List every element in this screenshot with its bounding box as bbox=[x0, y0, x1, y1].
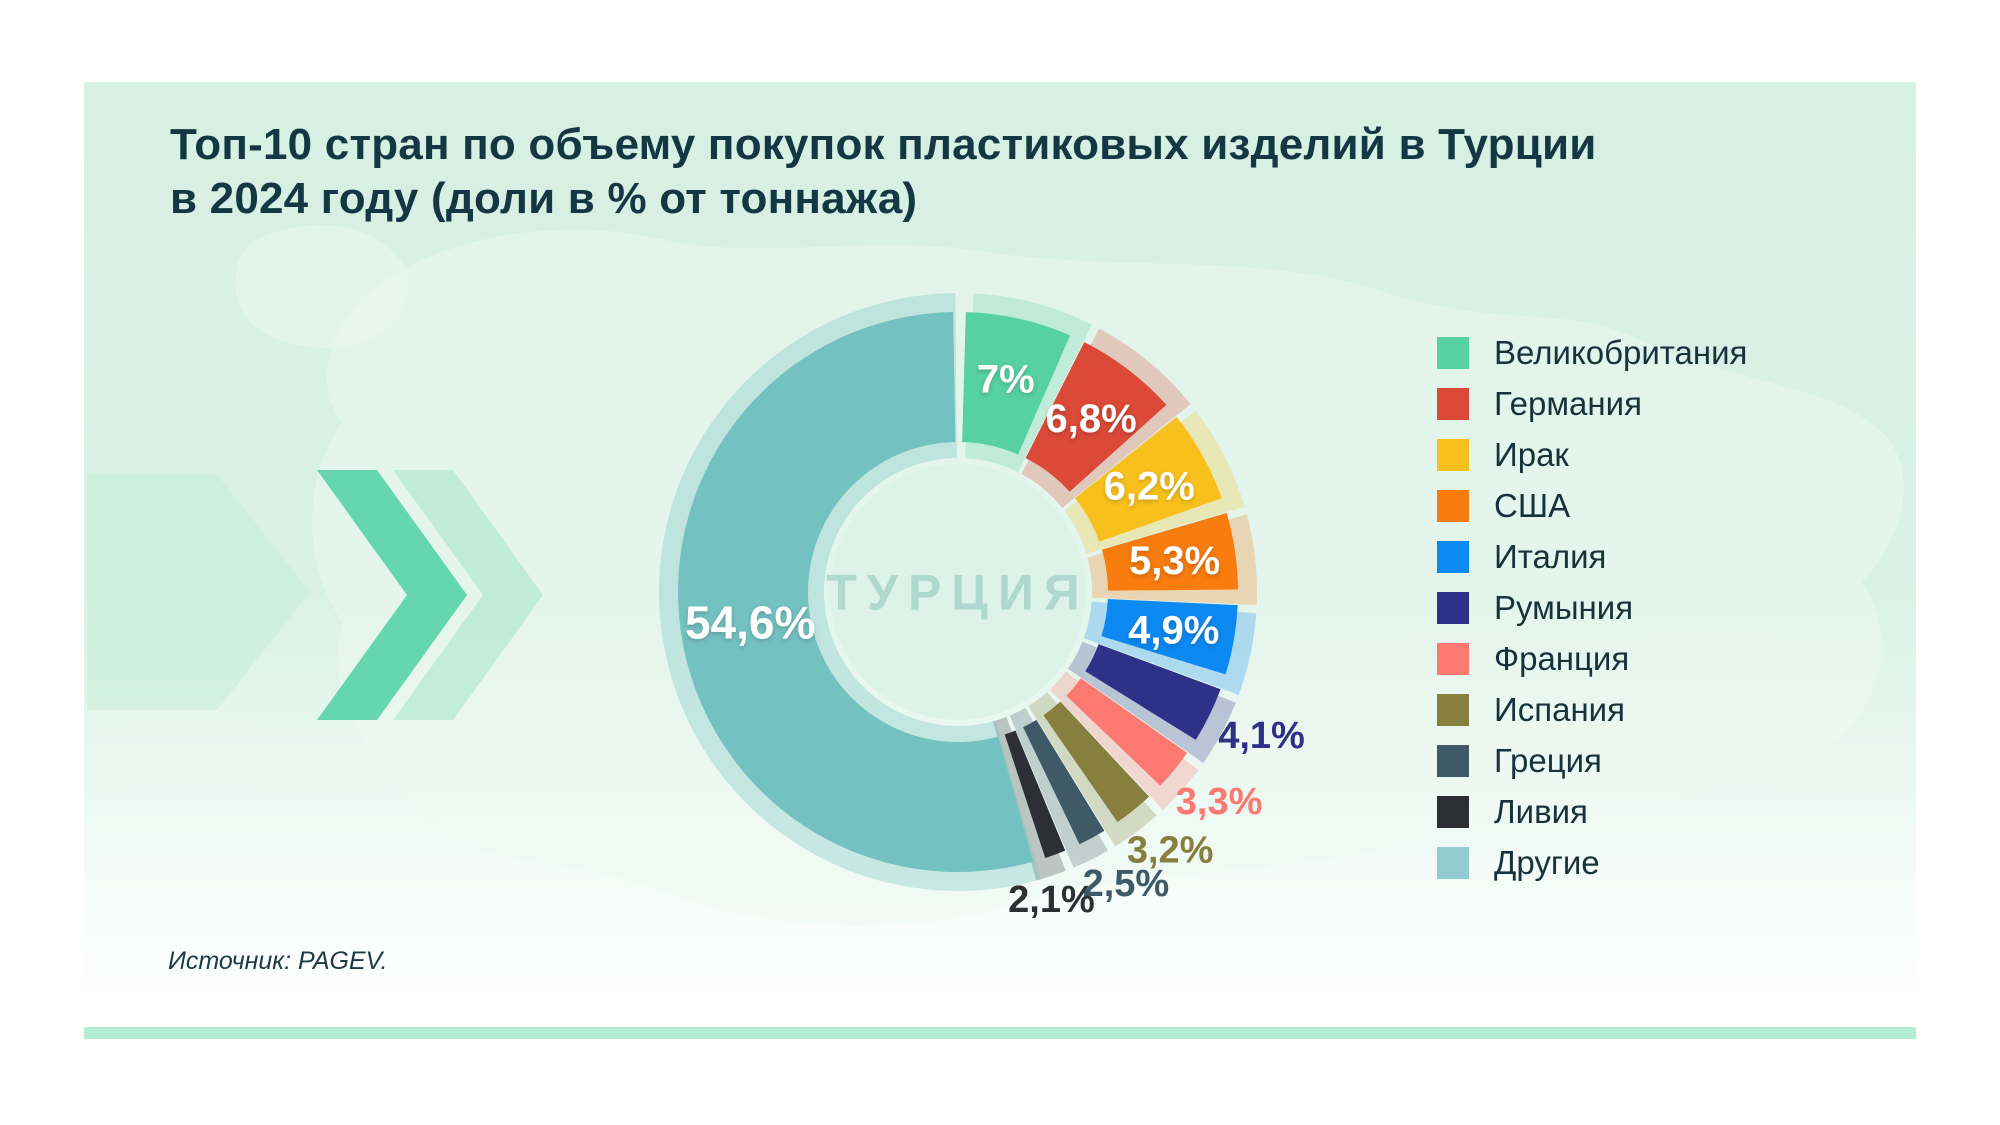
legend-swatch bbox=[1437, 846, 1469, 879]
legend-item: Румыния bbox=[1437, 582, 1747, 633]
legend-item: США bbox=[1437, 480, 1747, 531]
legend-swatch bbox=[1437, 336, 1469, 369]
legend-label: Ливия bbox=[1494, 792, 1588, 830]
legend-label: Германия bbox=[1494, 384, 1642, 422]
legend-item: Франция bbox=[1437, 633, 1747, 684]
title-line-2: в 2024 году (доли в % от тоннажа) bbox=[170, 173, 918, 223]
legend-label: Франция bbox=[1494, 639, 1630, 677]
legend-item: Ирак bbox=[1437, 429, 1747, 480]
chart-legend: Великобритания Германия Ирак США Италия Румын… bbox=[1437, 327, 1747, 888]
legend-item: Другие bbox=[1437, 837, 1747, 888]
accent-bar bbox=[84, 1027, 1916, 1039]
legend-swatch bbox=[1437, 438, 1469, 471]
legend-swatch bbox=[1437, 591, 1469, 624]
legend-item: Ливия bbox=[1437, 786, 1747, 837]
legend-swatch bbox=[1437, 795, 1469, 828]
legend-label: Италия bbox=[1494, 537, 1607, 575]
legend-label: Греция bbox=[1494, 741, 1602, 779]
legend-label: Другие bbox=[1494, 843, 1600, 881]
legend-item: Испания bbox=[1437, 684, 1747, 735]
title-line-1: Топ-10 стран по объему покупок пластиков… bbox=[170, 120, 1597, 169]
page-title: Топ-10 стран по объему покупок пластиков… bbox=[170, 118, 1730, 225]
legend-item: Италия bbox=[1437, 531, 1747, 582]
legend-label: Испания bbox=[1494, 690, 1625, 728]
legend-label: Румыния bbox=[1494, 588, 1634, 626]
legend-label: США bbox=[1494, 486, 1571, 524]
legend-item: Великобритания bbox=[1437, 327, 1747, 378]
legend-swatch bbox=[1437, 642, 1469, 675]
legend-swatch bbox=[1437, 540, 1469, 573]
legend-swatch bbox=[1437, 744, 1469, 777]
legend-swatch bbox=[1437, 489, 1469, 522]
legend-item: Греция bbox=[1437, 735, 1747, 786]
legend-label: Великобритания bbox=[1494, 333, 1748, 371]
source-note: Источник: PAGEV. bbox=[168, 947, 388, 975]
legend-item: Германия bbox=[1437, 378, 1747, 429]
legend-swatch bbox=[1437, 693, 1469, 726]
legend-swatch bbox=[1437, 387, 1469, 420]
legend-label: Ирак bbox=[1494, 435, 1569, 473]
